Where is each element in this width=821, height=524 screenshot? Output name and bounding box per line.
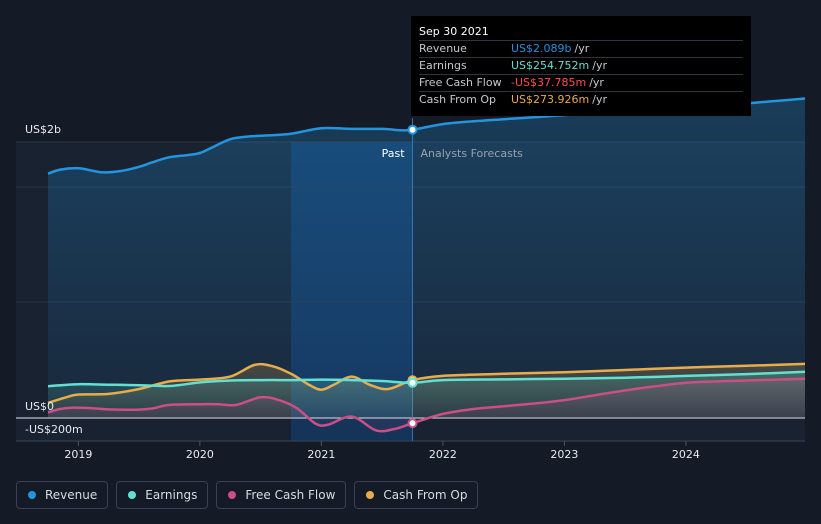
forecast-label: Analysts Forecasts [421,147,524,160]
x-tick-label-2021: 2021 [307,448,335,461]
tooltip-value-revenue: US$2.089b [511,42,572,55]
marker-free-cash-flow [407,418,418,429]
area-revenue [48,98,805,418]
area-earnings [48,371,805,418]
tooltip-unit-fcf: /yr [589,76,604,89]
tooltip-row-fcf: Free Cash Flow -US$37.785m /yr [419,74,743,91]
y-tick-label-2b: US$2b [25,123,61,136]
tooltip-value-cfo: US$273.926m [511,93,590,106]
line-earnings [47,370,806,388]
past-label: Past [382,147,406,160]
line-free-cash-flow [47,377,806,433]
x-tick-label-2023: 2023 [550,448,578,461]
legend-label-earnings: Earnings [145,488,198,502]
legend: Revenue Earnings Free Cash Flow Cash Fro… [16,481,479,509]
x-tick-label-2022: 2022 [429,448,457,461]
x-tick-label-2020: 2020 [186,448,214,461]
tooltip-value-fcf: -US$37.785m [511,76,587,89]
legend-dot-revenue [28,491,36,499]
legend-dot-earnings [128,491,137,499]
legend-dot-free-cash-flow [228,491,237,499]
y-tick-label-neg200m: -US$200m [25,423,83,436]
tooltip-unit-revenue: /yr [574,42,590,55]
marker-earnings [407,377,418,388]
tooltip-label-cfo: Cash From Op [419,93,497,106]
legend-cash-from-op[interactable]: Cash From Op [354,481,479,509]
x-tick-label-2019: 2019 [64,448,92,461]
tooltip-row-earnings: Earnings US$254.752m /yr [419,57,743,74]
legend-earnings[interactable]: Earnings [116,481,209,509]
tooltip-row-cfo: Cash From Op US$273.926m /yr [419,91,743,108]
tooltip: Sep 30 2021 Revenue US$2.089b /yr Earnin… [411,16,751,116]
chart-svg: Past Analysts Forecasts US$2b US$0 -US$200m 2… [16,97,806,461]
tooltip-label-revenue: Revenue [419,42,467,55]
tooltip-label-earnings: Earnings [419,59,467,72]
legend-dot-cash-from-op [366,491,375,499]
legend-label-free-cash-flow: Free Cash Flow [245,488,336,502]
line-cash-from-op [47,362,806,404]
x-tick-label-2024: 2024 [672,448,700,461]
legend-free-cash-flow[interactable]: Free Cash Flow [216,481,347,509]
tooltip-date: Sep 30 2021 [419,25,489,38]
tooltip-unit-cfo: /yr [592,93,607,106]
tooltip-row-revenue: Revenue US$2.089b /yr [419,40,743,57]
tooltip-unit-earnings: /yr [592,59,607,72]
tooltip-value-earnings: US$254.752m [511,59,590,72]
tooltip-label-fcf: Free Cash Flow [419,76,502,89]
y-tick-label-0: US$0 [25,400,54,413]
legend-label-cash-from-op: Cash From Op [383,488,468,502]
legend-label-revenue: Revenue [45,488,98,502]
legend-revenue[interactable]: Revenue [16,481,109,509]
marker-revenue [407,124,418,135]
